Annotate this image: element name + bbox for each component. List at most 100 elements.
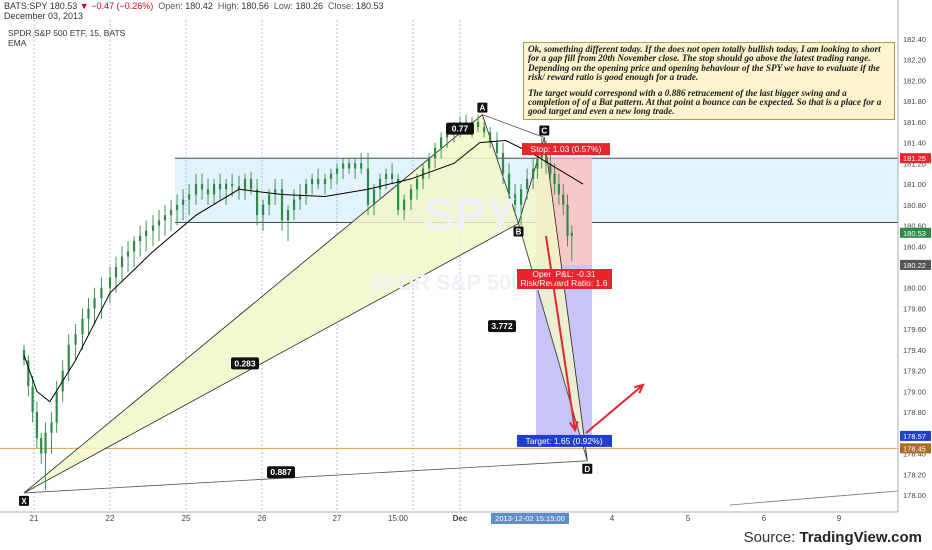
low-label: Low: <box>273 1 293 11</box>
target-label-badge <box>517 434 612 447</box>
source-prefix: Source: <box>743 529 800 546</box>
pattern-point-x-badge <box>19 495 29 506</box>
candle-body <box>206 189 210 195</box>
up-arrow <box>585 384 644 434</box>
candle-body <box>570 232 573 236</box>
ratio-badge <box>267 466 295 479</box>
symbol-label[interactable]: BATS:SPY <box>4 1 48 11</box>
candle-body <box>476 121 480 128</box>
candle-body <box>360 163 363 169</box>
close-value: 180.53 <box>356 1 384 11</box>
time-cursor-badge <box>491 513 569 524</box>
pattern-point-x: X <box>21 497 27 506</box>
price-tick-label: 182.00 <box>903 76 926 85</box>
candle-body <box>268 194 271 205</box>
price-tick-label: 182.20 <box>903 56 926 65</box>
price-tick-label: 179.60 <box>903 325 926 334</box>
candle-body <box>403 199 406 210</box>
price-label-badge <box>900 430 931 441</box>
source-credit: Source: TradingView.com <box>744 529 922 546</box>
down-arrow <box>545 235 576 431</box>
candle-body <box>31 386 34 413</box>
pattern-xd-line <box>23 460 588 494</box>
candle-body <box>225 184 228 190</box>
ratio-label: 3.772 <box>491 321 513 331</box>
candle-body <box>93 298 96 309</box>
stop-label-badge <box>522 143 610 156</box>
candle-body <box>67 344 70 371</box>
watermark-ticker: SPY <box>424 189 516 241</box>
candle-body <box>114 267 118 278</box>
candle-body <box>519 189 523 205</box>
candle-body <box>132 241 136 252</box>
price-tick-label: 181.40 <box>903 139 926 148</box>
close-label: Close: <box>328 1 354 11</box>
pattern-point-b-badge <box>513 226 524 237</box>
candle-body <box>501 153 505 174</box>
price-axis-bg <box>898 0 932 512</box>
low-value: 180.26 <box>295 1 323 11</box>
candle-body <box>341 163 345 169</box>
lower-trend-line <box>729 490 899 506</box>
price-label: 178.57 <box>903 432 926 441</box>
ratio-label: 0.887 <box>270 467 292 477</box>
candle-body <box>108 277 112 288</box>
last-price: 180.53 <box>49 1 78 11</box>
candle-body <box>562 194 565 205</box>
price-tick-label: 179.00 <box>903 387 926 396</box>
candle-body <box>163 215 167 221</box>
ratio-badge <box>446 122 474 135</box>
candle-body <box>384 173 388 179</box>
price-tick-label: 181.20 <box>903 159 926 168</box>
candle-body <box>421 168 425 179</box>
candle-body <box>544 147 548 164</box>
candle-body <box>489 132 492 143</box>
candle-body <box>274 189 277 195</box>
series-description[interactable]: SPDR S&P 500 ETF, 15, BATS <box>8 28 126 38</box>
candle-body <box>366 168 370 205</box>
price-tick-label: 180.60 <box>903 222 926 231</box>
chart-legend: SPDR S&P 500 ETF, 15, BATS EMA <box>8 28 125 48</box>
candle-body <box>157 220 161 226</box>
candle-body <box>27 360 30 387</box>
up-arrow-head <box>634 383 645 394</box>
time-tick-label: Dec <box>453 514 468 523</box>
time-tick-label: 15:00 <box>388 514 409 523</box>
price-tick-label: 181.60 <box>903 118 926 127</box>
ratio-label: 0.283 <box>234 358 256 368</box>
time-tick-label: 5 <box>686 514 691 523</box>
candle-body <box>200 184 204 190</box>
candle-body <box>87 308 90 319</box>
source-brand[interactable]: TradingView.com <box>799 529 922 546</box>
price-label-badge <box>900 153 931 164</box>
price-tick-label: 178.00 <box>903 491 926 500</box>
candle-body <box>120 256 124 267</box>
price-tick-label: 179.20 <box>903 367 926 376</box>
candle-body <box>100 287 103 299</box>
price-label: 180.22 <box>903 261 926 270</box>
risk-reward-label: Risk/Reward Ratio: 1.6 <box>521 278 608 288</box>
candle-body <box>218 184 222 190</box>
candle-body <box>182 199 185 205</box>
down-arrow-icon: ▼ <box>79 1 89 11</box>
analysis-note[interactable]: Ok, something different today. If the do… <box>523 42 895 120</box>
candle-body <box>35 412 38 438</box>
open-label: Open: <box>158 1 183 11</box>
candle-body <box>347 163 351 169</box>
candle-body <box>126 251 130 257</box>
candle-body <box>440 137 443 148</box>
ema-indicator-label[interactable]: EMA <box>8 38 27 48</box>
candle-body <box>409 189 413 200</box>
time-tick-label: 6 <box>762 514 767 523</box>
candle-body <box>427 158 431 169</box>
pattern-point-b: B <box>516 227 522 236</box>
price-tick-label: 178.20 <box>903 470 926 479</box>
candle-body <box>261 204 265 216</box>
open-value: 180.42 <box>185 1 213 11</box>
candle-body <box>175 204 179 210</box>
pl-label-badge <box>517 269 612 289</box>
candle-body <box>194 184 198 195</box>
candle-body <box>286 210 290 221</box>
candle-body <box>329 173 333 179</box>
candle-body <box>151 225 155 231</box>
